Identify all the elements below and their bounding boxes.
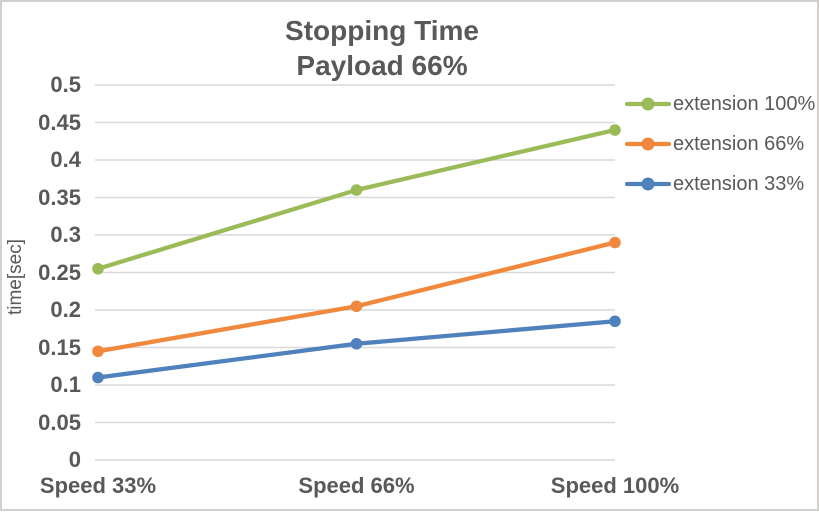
y-tick-label: 0.2 bbox=[50, 297, 81, 322]
legend-item-extension-33: extension 33% bbox=[625, 170, 804, 198]
legend-label: extension 66% bbox=[673, 132, 805, 155]
x-axis-label-speed-33: Speed 33% bbox=[39, 473, 157, 498]
x-axis-label-speed-100: Speed 100% bbox=[550, 473, 680, 498]
series-line-extension-100 bbox=[95, 127, 618, 271]
data-point-extension-33-speed-33 bbox=[92, 371, 104, 384]
data-point-extension-33-speed-66 bbox=[350, 337, 363, 350]
legend-marker-icon bbox=[625, 177, 671, 191]
y-tick-label: 0 bbox=[68, 447, 81, 472]
chart-title-line2: Payload 66% bbox=[296, 50, 468, 81]
y-tick-label: 0.25 bbox=[38, 259, 81, 285]
legend-item-extension-66: extension 66% bbox=[625, 130, 804, 158]
y-tick-label: 0.3 bbox=[50, 222, 81, 247]
y-tick-label: 0.15 bbox=[38, 334, 81, 360]
legend-marker-icon bbox=[625, 137, 671, 151]
data-point-extension-33-speed-100 bbox=[609, 315, 621, 328]
y-tick-label: 0.4 bbox=[50, 147, 81, 172]
legend-item-extension-100: extension 100% bbox=[625, 90, 815, 118]
legend-label: extension 100% bbox=[673, 92, 816, 115]
legend-label: extension 33% bbox=[673, 172, 805, 195]
y-tick-label: 0.35 bbox=[38, 184, 81, 210]
data-point-extension-66-speed-33 bbox=[92, 345, 104, 358]
data-point-extension-100-speed-100 bbox=[609, 124, 621, 136]
y-tick-label: 0.45 bbox=[38, 109, 81, 135]
data-point-extension-100-speed-66 bbox=[350, 184, 363, 196]
y-tick-label: 0.5 bbox=[50, 72, 81, 97]
chart-title-line1: Stopping Time bbox=[285, 15, 479, 46]
data-point-extension-66-speed-100 bbox=[609, 236, 621, 249]
x-axis-label-speed-66: Speed 66% bbox=[298, 473, 415, 498]
y-tick-label: 0.05 bbox=[38, 409, 81, 435]
legend-marker-icon bbox=[625, 97, 671, 111]
series-line-extension-66 bbox=[95, 240, 618, 354]
data-point-extension-100-speed-33 bbox=[92, 262, 104, 275]
data-point-extension-66-speed-66 bbox=[350, 300, 363, 313]
chart-title: Stopping Time Payload 66% bbox=[2, 13, 762, 83]
y-tick-label: 0.1 bbox=[50, 372, 81, 397]
